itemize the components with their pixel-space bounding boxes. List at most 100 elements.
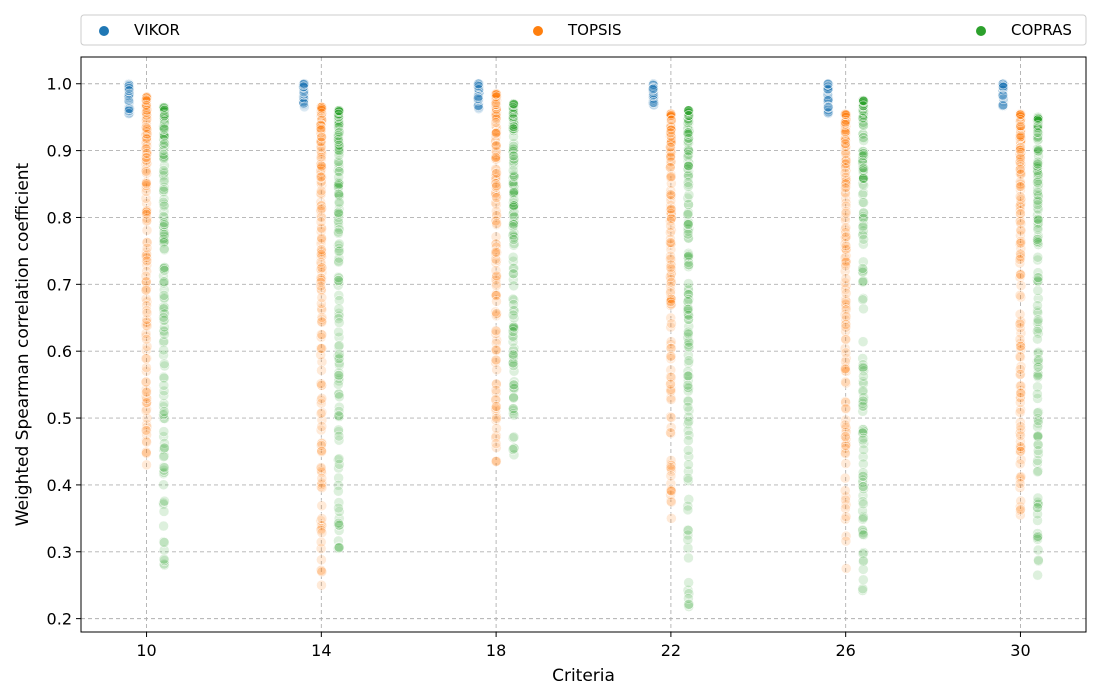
- data-point-copras: [858, 207, 869, 219]
- data-point-copras: [333, 326, 344, 338]
- data-point-topsis: [491, 423, 502, 434]
- data-point-copras: [682, 379, 694, 391]
- data-point-copras: [858, 303, 869, 315]
- data-point-topsis: [141, 305, 152, 316]
- data-point-topsis: [840, 403, 852, 414]
- data-point-topsis: [316, 421, 328, 432]
- data-point-topsis: [316, 185, 327, 197]
- data-point-vikor: [473, 78, 484, 89]
- data-point-topsis: [1015, 109, 1026, 120]
- data-point-topsis: [316, 316, 327, 327]
- data-point-copras: [158, 165, 169, 176]
- data-point-copras: [682, 370, 694, 382]
- data-point-copras: [158, 276, 170, 287]
- data-point-copras: [1033, 272, 1044, 283]
- data-point-copras: [1032, 531, 1044, 542]
- data-point-vikor: [822, 78, 834, 90]
- data-point-vikor: [299, 101, 310, 113]
- data-point-topsis: [840, 207, 852, 219]
- data-point-topsis: [316, 465, 327, 477]
- data-point-vikor: [998, 81, 1009, 93]
- data-point-topsis: [839, 419, 851, 431]
- data-point-copras: [507, 251, 519, 263]
- data-point-copras: [333, 172, 344, 183]
- data-point-topsis: [316, 249, 327, 260]
- data-point-topsis: [141, 345, 152, 356]
- data-point-copras: [333, 105, 345, 116]
- data-point-topsis: [665, 171, 677, 182]
- data-point-topsis: [1014, 318, 1026, 330]
- data-point-topsis: [141, 208, 152, 220]
- data-point-copras: [683, 145, 694, 157]
- legend: VIKOR TOPSIS COPRAS: [80, 14, 1087, 46]
- y-tick-label: 0.4: [47, 476, 72, 495]
- data-point-topsis: [1015, 364, 1026, 375]
- legend-marker-vikor: [99, 26, 109, 36]
- data-point-copras: [857, 434, 869, 446]
- data-point-topsis: [140, 186, 152, 197]
- data-point-topsis: [840, 458, 852, 469]
- data-point-copras: [334, 348, 345, 360]
- data-point-topsis: [840, 273, 852, 284]
- data-point-copras: [333, 410, 344, 421]
- data-point-copras: [333, 207, 344, 218]
- data-point-copras: [1033, 214, 1044, 226]
- legend-marker-topsis: [533, 26, 543, 36]
- data-point-topsis: [140, 151, 152, 163]
- data-point-copras: [159, 138, 170, 149]
- data-point-topsis: [1014, 254, 1026, 265]
- data-point-copras: [508, 150, 519, 162]
- data-point-vikor: [123, 85, 135, 97]
- data-point-copras: [1032, 492, 1044, 504]
- data-point-copras: [1032, 502, 1043, 513]
- data-point-topsis: [140, 405, 152, 416]
- data-point-copras: [857, 263, 868, 274]
- data-point-topsis: [839, 167, 851, 179]
- data-point-copras: [158, 290, 170, 301]
- data-point-topsis: [316, 223, 327, 234]
- data-point-topsis: [840, 511, 852, 522]
- data-point-topsis: [840, 240, 852, 252]
- data-point-topsis: [141, 459, 152, 471]
- data-point-topsis: [840, 138, 851, 149]
- data-point-copras: [683, 445, 694, 456]
- data-point-topsis: [140, 270, 152, 282]
- data-point-copras: [683, 355, 695, 366]
- legend-label-copras: COPRAS: [1011, 21, 1072, 39]
- data-point-topsis: [491, 308, 502, 319]
- data-point-topsis: [316, 500, 328, 511]
- data-point-copras: [858, 95, 869, 107]
- data-point-topsis: [665, 485, 677, 496]
- data-point-copras: [508, 392, 519, 404]
- data-point-topsis: [316, 329, 328, 341]
- data-point-topsis: [490, 354, 502, 366]
- data-point-topsis: [315, 122, 327, 134]
- data-point-topsis: [665, 253, 676, 265]
- data-point-topsis: [141, 259, 153, 271]
- data-point-topsis: [140, 94, 152, 106]
- data-point-topsis: [316, 292, 328, 303]
- data-point-vikor: [648, 97, 660, 109]
- data-point-copras: [857, 294, 868, 306]
- data-point-copras: [683, 416, 694, 427]
- data-point-copras: [682, 228, 694, 240]
- data-point-vikor: [123, 95, 134, 106]
- data-point-copras: [508, 98, 519, 110]
- data-point-topsis: [316, 232, 327, 244]
- data-point-copras: [334, 126, 345, 138]
- data-point-copras: [158, 479, 169, 490]
- data-point-topsis: [839, 485, 851, 496]
- data-point-topsis: [666, 204, 677, 215]
- data-point-topsis: [1014, 478, 1026, 489]
- data-point-copras: [159, 110, 170, 121]
- data-point-vikor: [822, 107, 834, 118]
- data-point-vikor: [648, 83, 659, 94]
- legend-label-topsis: TOPSIS: [567, 21, 621, 39]
- data-point-copras: [857, 529, 869, 540]
- data-point-topsis: [316, 343, 327, 354]
- data-point-copras: [683, 435, 694, 446]
- data-point-topsis: [315, 256, 327, 268]
- data-point-copras: [508, 218, 519, 230]
- data-point-topsis: [141, 276, 152, 288]
- data-point-topsis: [141, 397, 152, 408]
